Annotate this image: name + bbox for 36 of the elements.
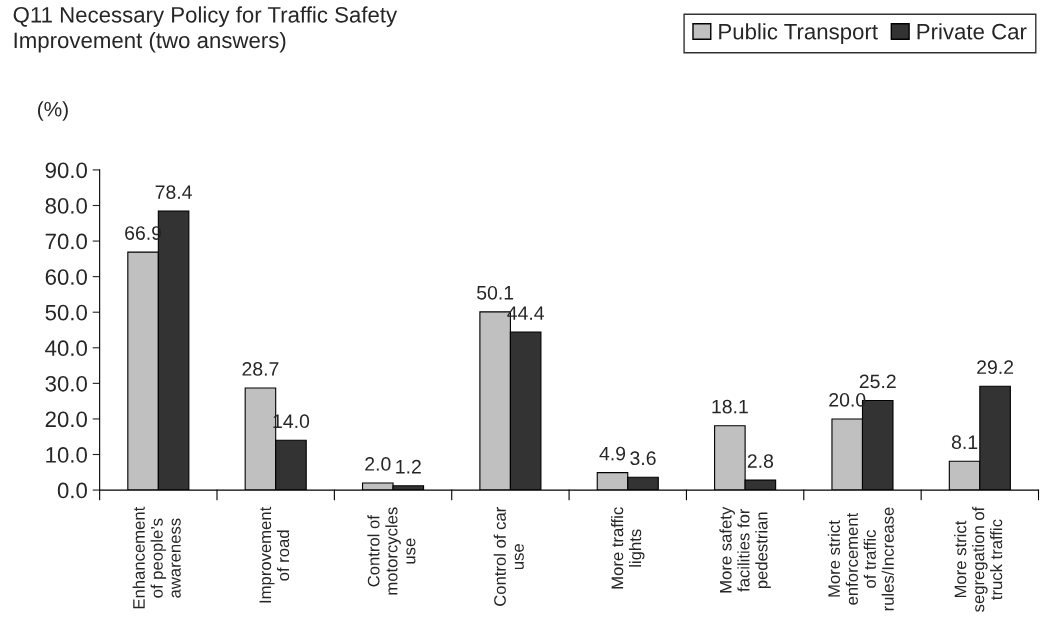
y-tick-label: 80.0 [45, 198, 87, 214]
data-label: 28.7 [242, 362, 279, 376]
data-label: 8.1 [951, 435, 978, 450]
x-tick-label: Control of motorcycles use [367, 507, 416, 595]
x-tick-label: Improvement of road [259, 506, 290, 603]
data-label: 25.2 [859, 374, 896, 389]
data-label: 50.1 [477, 285, 514, 300]
x-tick-label: Enhancement of people’s awareness [132, 506, 181, 609]
y-tick-label: 0.0 [57, 482, 87, 499]
data-label: 2.0 [365, 457, 391, 471]
data-label: 29.2 [977, 360, 1014, 375]
y-tick-label: 90.0 [45, 162, 87, 179]
y-tick-label: 20.0 [45, 411, 87, 428]
data-label: 1.2 [396, 459, 421, 474]
legend-label: Public Transport [719, 23, 878, 44]
y-tick-label: 70.0 [45, 233, 87, 250]
y-tick-label: 60.0 [45, 269, 87, 285]
data-label: 18.1 [712, 399, 748, 414]
legend-label: Private Car [917, 23, 1027, 40]
data-label: 78.4 [155, 185, 192, 199]
chart-title: Q11 Necessary Policy for Traffic Safety Improvement (two answers) [13, 6, 398, 53]
x-tick-label: Control of car use [493, 507, 524, 606]
data-label: 20.0 [829, 392, 866, 407]
x-tick-label: More strict segregation of truck traffic [954, 506, 1003, 612]
x-tick-label: More strict enforcement of traffic rules/Increase [827, 507, 894, 611]
data-label: 2.8 [747, 454, 774, 468]
x-tick-label: More safety facilities for pedestrian [719, 506, 771, 593]
y-tick-label: 30.0 [45, 375, 87, 392]
data-label: 44.4 [507, 306, 545, 320]
data-label: 4.9 [599, 446, 626, 461]
y-tick-label: 50.0 [45, 304, 87, 321]
data-label: 3.6 [630, 451, 656, 466]
y-tick-label: 10.0 [46, 447, 87, 463]
y-tick-label: 40.0 [45, 340, 87, 357]
x-tick-label: More traffic lights [611, 507, 645, 589]
y-axis-title: (%) [38, 101, 68, 121]
